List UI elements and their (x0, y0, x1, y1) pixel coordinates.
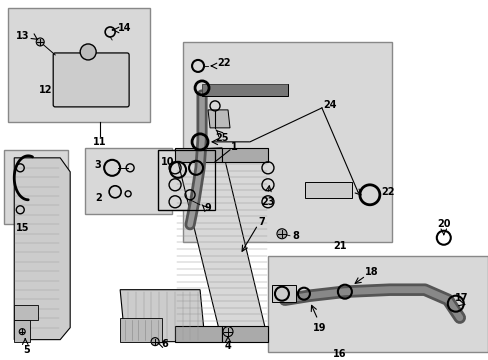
Polygon shape (207, 110, 229, 128)
Text: 25: 25 (215, 133, 228, 143)
Text: 2: 2 (95, 193, 102, 203)
Polygon shape (202, 84, 287, 96)
Text: 10: 10 (161, 157, 175, 167)
FancyBboxPatch shape (53, 53, 129, 107)
Text: 16: 16 (332, 348, 346, 359)
Bar (183, 42, 391, 242)
Circle shape (276, 229, 286, 239)
Text: 23: 23 (261, 197, 274, 207)
Text: 14: 14 (118, 23, 132, 33)
Text: 6: 6 (162, 339, 168, 348)
Text: 12: 12 (39, 85, 52, 95)
Polygon shape (202, 84, 287, 96)
Bar (158, 150, 215, 210)
Bar (4, 150, 68, 224)
Bar (85, 148, 172, 214)
Text: 17: 17 (454, 293, 468, 303)
Circle shape (19, 329, 25, 335)
Bar (8, 8, 150, 122)
Text: 18: 18 (365, 267, 378, 277)
Text: 8: 8 (292, 231, 299, 241)
Polygon shape (175, 148, 222, 162)
Bar (267, 256, 487, 352)
Polygon shape (120, 290, 204, 342)
Bar (158, 150, 215, 210)
Text: 11: 11 (93, 137, 107, 147)
Polygon shape (14, 320, 30, 342)
Polygon shape (14, 305, 38, 320)
Circle shape (151, 338, 159, 346)
Text: 20: 20 (436, 219, 449, 229)
Text: 22: 22 (380, 187, 394, 197)
Polygon shape (175, 326, 222, 342)
Text: 1: 1 (230, 142, 237, 152)
Text: 5: 5 (23, 345, 30, 355)
Polygon shape (305, 182, 351, 198)
Text: 22: 22 (217, 58, 230, 68)
Circle shape (80, 44, 96, 60)
Polygon shape (175, 148, 267, 342)
Polygon shape (271, 285, 295, 302)
Text: 21: 21 (332, 241, 346, 251)
Text: 4: 4 (224, 341, 231, 351)
Text: 15: 15 (16, 223, 29, 233)
Polygon shape (120, 318, 162, 342)
Polygon shape (14, 158, 70, 339)
Text: 24: 24 (323, 100, 336, 110)
Text: 3: 3 (95, 160, 102, 170)
Text: 9: 9 (204, 203, 211, 213)
Polygon shape (222, 326, 267, 342)
Polygon shape (222, 148, 267, 162)
Text: 13: 13 (16, 31, 29, 41)
Circle shape (223, 327, 233, 337)
Text: 19: 19 (312, 323, 326, 333)
Text: 7: 7 (258, 217, 265, 227)
Circle shape (36, 38, 44, 46)
